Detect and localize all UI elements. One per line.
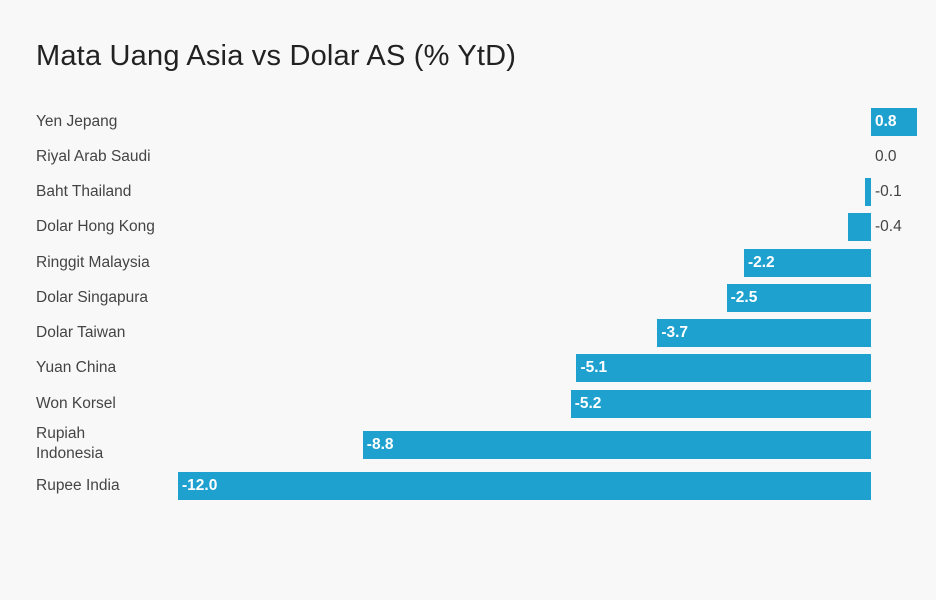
bar [871,108,918,136]
category-label: Yuan China [36,359,117,376]
bar [726,284,871,312]
value-label: -0.1 [875,183,902,200]
value-label: -5.1 [580,359,608,376]
bar [743,249,871,277]
category-label: Won Korsel [36,395,116,412]
category-label: Riyal Arab Saudi [36,148,151,165]
category-label: Dolar Hong Kong [36,218,155,235]
bar [847,213,871,241]
value-label: -5.2 [574,395,602,412]
bar [362,431,871,459]
value-label: -8.8 [366,436,394,453]
value-label: 0.8 [875,113,897,130]
value-label: -2.2 [747,254,775,271]
bar [657,319,871,347]
value-label: -3.7 [661,324,689,341]
category-label: Rupiah Indonesia [36,425,104,462]
bar [865,178,871,206]
value-label: -2.5 [730,289,758,306]
bar [178,472,871,500]
chart-title: Mata Uang Asia vs Dolar AS (% YtD) [36,40,517,72]
category-label: Baht Thailand [36,183,132,200]
value-label: 0.0 [875,148,897,165]
bar [570,390,871,418]
category-label: Dolar Taiwan [36,324,126,341]
bar [576,354,871,382]
category-label: Yen Jepang [36,113,118,130]
category-label: Ringgit Malaysia [36,254,150,271]
category-label: Dolar Singapura [36,289,149,306]
value-label: -12.0 [182,477,218,494]
value-label: -0.4 [875,218,902,235]
category-label: Rupee India [36,477,120,494]
